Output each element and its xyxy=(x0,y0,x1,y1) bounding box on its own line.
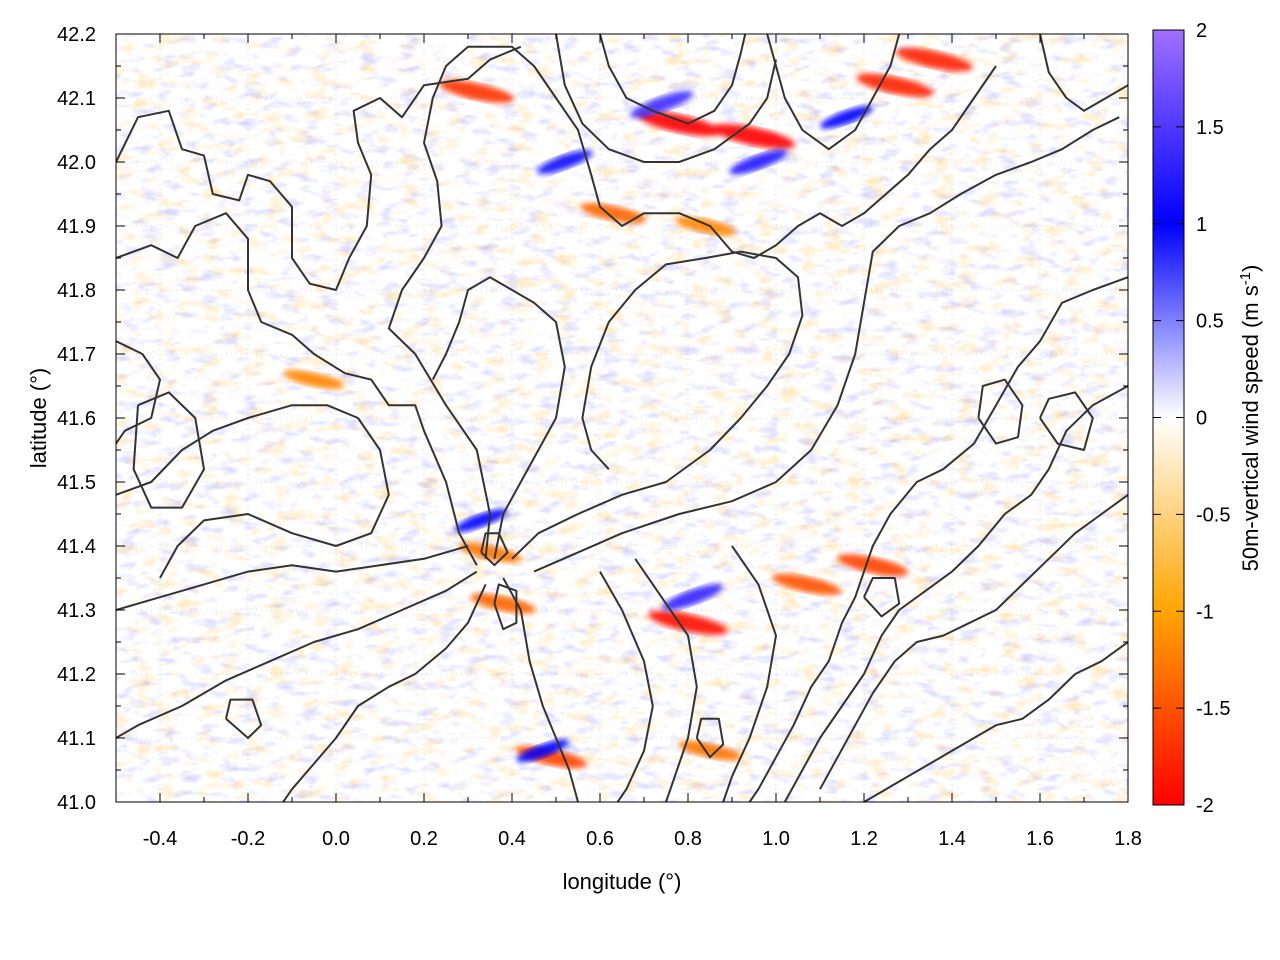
y-axis-title: latitude (°) xyxy=(26,368,51,469)
downdraft-patch xyxy=(516,739,570,763)
y-tick-label: 41.7 xyxy=(57,344,96,366)
terrain-contour xyxy=(599,571,654,802)
updraft-patch xyxy=(648,610,728,635)
terrain-contour xyxy=(634,558,698,802)
terrain-contour xyxy=(387,45,997,559)
terrain-contour xyxy=(783,385,1128,802)
terrain-contour xyxy=(116,45,522,291)
colorbar-ticks: -2 -1.5 -1 -0.5 0 0.5 1 1.5 2 xyxy=(1153,20,1230,817)
terrain-contours xyxy=(116,34,1128,802)
colorbar-tick-label: 0 xyxy=(1196,408,1207,430)
x-axis-title: longitude (°) xyxy=(563,869,682,894)
terrain-contour xyxy=(116,570,478,739)
terrain-contour xyxy=(116,404,390,579)
updraft-patch xyxy=(837,554,909,577)
x-tick-label: 0.0 xyxy=(322,828,350,850)
terrain-contour xyxy=(748,276,1128,802)
y-tick-label: 41.9 xyxy=(57,216,96,238)
y-tick-label: 41.6 xyxy=(57,408,96,430)
terrain-contour xyxy=(511,250,804,560)
terrain-contour xyxy=(480,532,509,567)
downdraft-patch xyxy=(454,509,508,532)
colorbar-tick-label: -1.5 xyxy=(1196,698,1230,720)
x-tick-label: 1.2 xyxy=(850,828,878,850)
terrain-contour xyxy=(977,378,1024,445)
y-tick-label: 42.2 xyxy=(57,24,96,46)
terrain-contour xyxy=(819,493,1128,790)
y-tick-label: 41.0 xyxy=(57,792,96,814)
terrain-contour xyxy=(863,577,901,618)
x-tick-label: -0.4 xyxy=(143,828,177,850)
colorbar-tick-label: 0.5 xyxy=(1196,311,1224,333)
colorbar-title-sup: -1 xyxy=(1237,272,1254,285)
y-tick-label: 41.2 xyxy=(57,664,96,686)
updraft-patch xyxy=(856,73,934,97)
terrain-contour xyxy=(132,391,205,509)
colorbar-tick-label: -0.5 xyxy=(1196,504,1230,526)
y-tick-label: 42.1 xyxy=(57,88,96,110)
updraft-patch xyxy=(678,741,742,761)
colorbar-tick-label: -2 xyxy=(1196,795,1214,817)
y-axis: 41.0 41.1 41.2 41.3 41.4 41.5 41.6 41.7 41.8 41.9… xyxy=(57,24,1128,814)
downdraft-patch xyxy=(662,584,723,611)
terrain-contour xyxy=(555,34,777,163)
terrain-contour xyxy=(695,717,725,759)
terrain-contour xyxy=(863,641,1128,802)
terrain-contour xyxy=(722,545,777,802)
x-tick-label: 0.4 xyxy=(498,828,526,850)
y-tick-label: 41.8 xyxy=(57,280,96,302)
terrain-contour xyxy=(431,276,566,559)
updraft-patch xyxy=(772,573,842,595)
terrain-contour xyxy=(493,583,518,631)
colorbar-title-main: 50m-vertical wind speed (m s xyxy=(1238,285,1263,571)
updraft-patch xyxy=(896,47,973,72)
terrain-contour xyxy=(1039,34,1128,112)
terrain-contour xyxy=(116,545,469,611)
updraft-patch xyxy=(712,124,796,149)
downdraft-patch xyxy=(729,149,788,175)
y-tick-label: 41.5 xyxy=(57,472,96,494)
colorbar-tick-label: 2 xyxy=(1196,20,1207,42)
colorbar: -2 -1.5 -1 -0.5 0 0.5 1 1.5 2 xyxy=(1152,20,1230,817)
updraft-patch xyxy=(458,542,522,563)
wind-features xyxy=(283,47,973,769)
downdraft-patch xyxy=(629,90,694,118)
y-tick-label: 41.3 xyxy=(57,600,96,622)
y-tick-label: 42.0 xyxy=(57,152,96,174)
x-axis: -0.4 -0.2 0.0 0.2 0.4 0.6 0.8 1.0 1.2 1.4 1.6 1.8 xyxy=(143,34,1142,850)
plot-area xyxy=(116,34,1128,802)
colorbar-title-end: ) xyxy=(1238,265,1263,272)
terrain-contour xyxy=(533,116,1120,573)
y-tick-label: 41.4 xyxy=(57,536,96,558)
colorbar-tick-label: -1 xyxy=(1196,601,1214,623)
x-tick-label: 1.4 xyxy=(938,828,966,850)
terrain-contour xyxy=(282,583,487,802)
downdraft-patch xyxy=(819,105,873,129)
colorbar-title: 50m-vertical wind speed (m s-1) xyxy=(1237,265,1263,572)
terrain-contour xyxy=(225,698,263,739)
updraft-patch xyxy=(580,203,647,224)
y-tick-label: 41.1 xyxy=(57,728,96,750)
terrain-contour xyxy=(502,577,579,802)
x-tick-label: -0.2 xyxy=(231,828,265,850)
downdraft-patch xyxy=(537,150,593,174)
terrain-contour xyxy=(766,34,901,151)
terrain-contour xyxy=(599,34,747,125)
x-tick-label: 1.6 xyxy=(1026,828,1054,850)
updraft-patch xyxy=(675,216,736,236)
x-tick-label: 0.6 xyxy=(586,828,614,850)
updraft-patch xyxy=(638,111,721,136)
x-tick-label: 1.8 xyxy=(1114,828,1142,850)
x-tick-label: 0.2 xyxy=(410,828,438,850)
x-tick-label: 1.0 xyxy=(762,828,790,850)
terrain-contour xyxy=(116,212,478,566)
colorbar-tick-label: 1 xyxy=(1196,214,1207,236)
updraft-patch xyxy=(283,370,345,389)
updraft-patch xyxy=(439,80,514,103)
x-tick-label: 0.8 xyxy=(674,828,702,850)
colorbar-tick-label: 1.5 xyxy=(1196,117,1224,139)
terrain-contour xyxy=(1039,391,1094,451)
